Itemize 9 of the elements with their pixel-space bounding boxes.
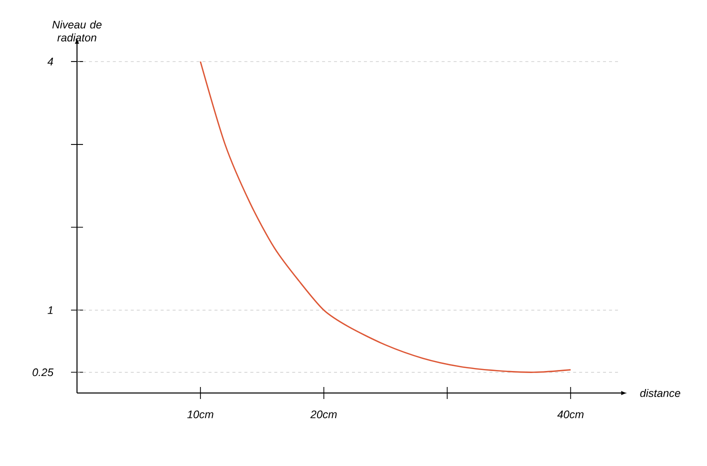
y-axis-title: Niveau de radiaton xyxy=(52,20,102,42)
line-series xyxy=(200,60,572,373)
x-tick-label: 20cm xyxy=(310,410,337,418)
y-tick-label: 0.25 xyxy=(32,368,54,376)
x-tick-label: 40cm xyxy=(557,410,584,418)
x-axis-title: distance xyxy=(640,388,680,398)
x-tick-label: 10cm xyxy=(187,410,214,418)
y-tick-label: 1 xyxy=(48,306,53,314)
y-tick-label: 4 xyxy=(47,58,54,66)
